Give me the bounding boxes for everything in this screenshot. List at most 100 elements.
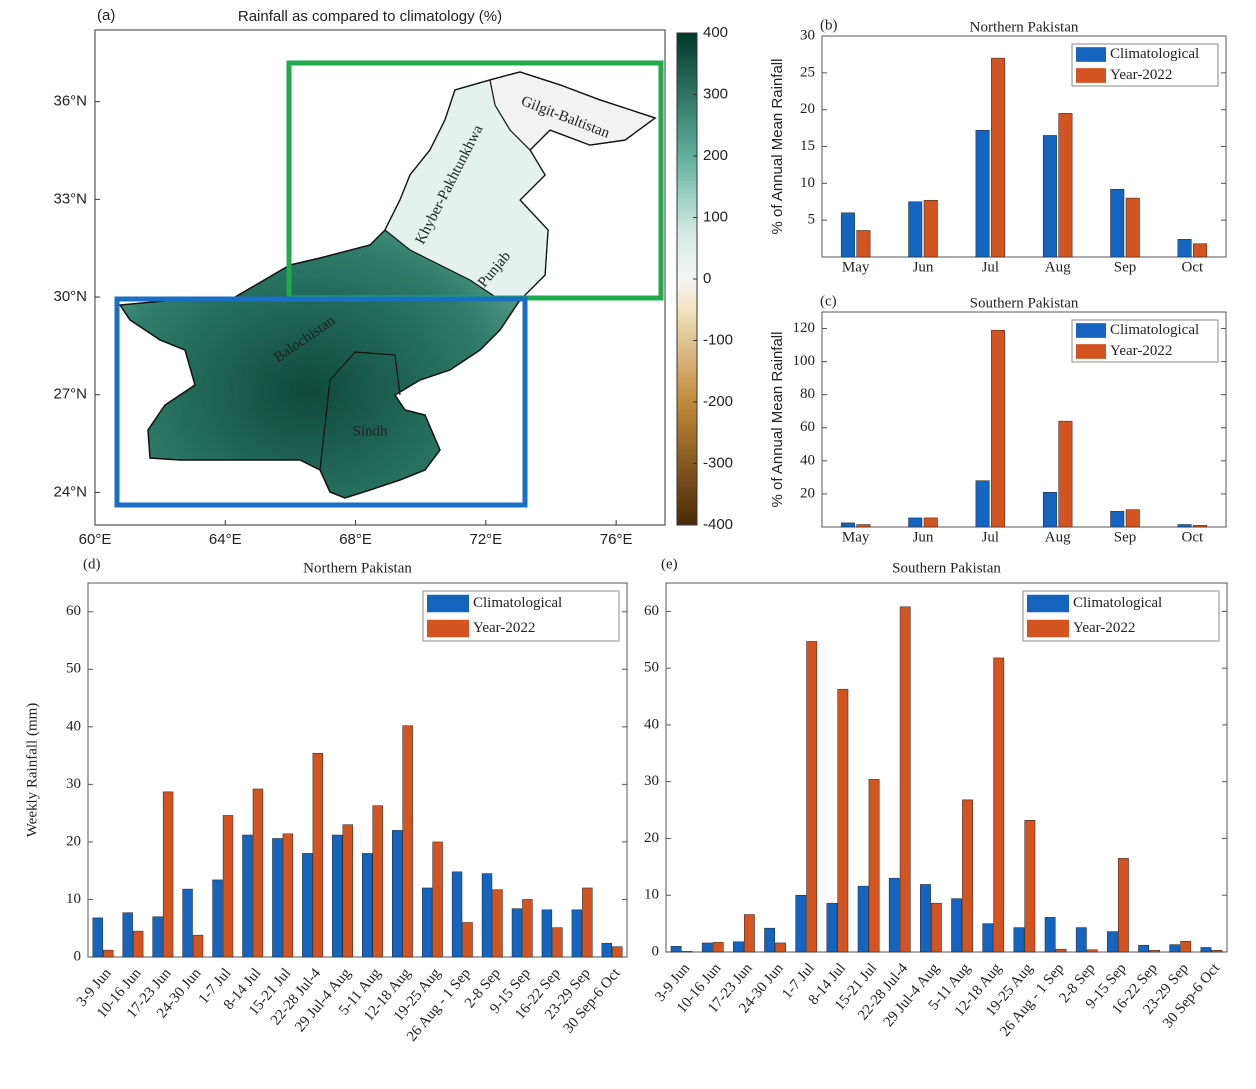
- bar: [132, 930, 144, 958]
- bar: [1200, 947, 1212, 953]
- legend-label: Year-2022: [1110, 343, 1172, 359]
- bar: [1117, 858, 1129, 953]
- bar: [182, 888, 193, 958]
- bar: [212, 879, 223, 958]
- bar: [1013, 927, 1025, 953]
- bar: [764, 927, 776, 953]
- bar: [840, 212, 855, 258]
- bar: [1177, 524, 1192, 528]
- bar: [975, 130, 990, 258]
- panel-label: (e): [661, 556, 678, 572]
- bar: [252, 788, 264, 958]
- bar: [162, 791, 174, 958]
- bar: [837, 688, 849, 953]
- axes-frame: [665, 582, 1228, 953]
- colorbar-tick-label: -100: [703, 331, 733, 348]
- y-tick-label: 30: [644, 773, 659, 789]
- bar: [1055, 948, 1067, 953]
- legend: Climatological Year-2022: [1071, 319, 1219, 363]
- legend: Climatological Year-2022: [422, 590, 620, 642]
- bar: [152, 916, 163, 958]
- y-tick-label: 30°N: [53, 288, 87, 305]
- y-tick-label: 40: [66, 718, 81, 734]
- bar: [888, 877, 900, 953]
- y-tick-label: 40: [800, 452, 815, 468]
- colorbar-tick-label: -400: [703, 516, 733, 533]
- bar: [282, 833, 294, 958]
- legend-label: Year-2022: [1110, 67, 1172, 83]
- x-tick-label: Jun: [913, 259, 934, 275]
- bar-panel: (b) Northern Pakistan % of Annual Mean Rai…: [769, 17, 1227, 275]
- bar: [1110, 188, 1125, 258]
- bar: [1211, 950, 1223, 953]
- colorbar-tick-label: 300: [703, 85, 728, 102]
- bar: [993, 657, 1005, 953]
- panel-label: (d): [83, 556, 101, 572]
- bar: [552, 927, 563, 958]
- bar: [1180, 940, 1192, 953]
- y-tick-label: 10: [644, 887, 659, 903]
- bar: [908, 201, 923, 258]
- axes-frame: [821, 311, 1227, 528]
- y-tick-label: 50: [66, 661, 81, 677]
- bar: [122, 912, 133, 958]
- colorbar-tick-label: 200: [703, 147, 728, 164]
- bar: [1058, 420, 1073, 528]
- bar: [1086, 949, 1098, 953]
- bar: [402, 725, 413, 958]
- x-tick-label: Jul: [982, 529, 1000, 545]
- legend-label: Climatological: [473, 595, 562, 611]
- x-tick-label: May: [842, 259, 870, 275]
- axes-frame: [94, 29, 666, 526]
- bar: [733, 941, 744, 953]
- bar: [991, 57, 1006, 258]
- bar: [242, 834, 253, 958]
- axes-frame: [87, 582, 628, 958]
- bar-panel: (c) Southern Pakistan % of Annual Mean Rai…: [769, 293, 1227, 545]
- map-title: Rainfall as compared to climatology (%): [238, 8, 502, 25]
- bar: [1044, 917, 1056, 953]
- bar: [975, 480, 990, 528]
- legend-swatch: [1076, 323, 1106, 338]
- legend-swatch: [427, 619, 469, 638]
- colorbar-tick-label: -300: [703, 454, 733, 471]
- chart-title: Southern Pakistan: [892, 560, 1001, 576]
- bar: [1169, 944, 1181, 953]
- bar: [302, 853, 313, 958]
- y-tick-label: 40: [644, 716, 659, 732]
- bar: [1058, 113, 1073, 258]
- legend-swatch: [427, 594, 469, 613]
- y-tick-label: 24°N: [53, 483, 87, 500]
- bar: [1042, 492, 1057, 528]
- bar: [1125, 197, 1140, 258]
- bar: [92, 917, 103, 958]
- x-tick-label: Aug: [1045, 259, 1071, 275]
- legend-label: Climatological: [1073, 595, 1162, 611]
- y-tick-label: 50: [644, 660, 659, 676]
- chart-title: Southern Pakistan: [970, 295, 1079, 311]
- bar: [481, 873, 493, 958]
- bar: [775, 942, 786, 953]
- panel-label: (a): [97, 7, 115, 24]
- bar: [1177, 239, 1192, 258]
- bar: [951, 898, 963, 953]
- x-tick-label: Aug: [1045, 529, 1071, 545]
- bar: [1125, 509, 1140, 528]
- bar: [681, 951, 693, 953]
- bar: [923, 200, 938, 258]
- bar: [511, 908, 523, 958]
- bar: [362, 853, 373, 958]
- bar: [582, 887, 593, 958]
- y-tick-label: 20: [644, 830, 659, 846]
- x-tick-label: Sep: [1114, 259, 1137, 275]
- legend: Climatological Year-2022: [1022, 590, 1220, 642]
- bar: [743, 914, 755, 953]
- bar: [1149, 950, 1160, 953]
- y-axis-label: % of Annual Mean Rainfall: [769, 59, 786, 235]
- bar: [432, 841, 443, 958]
- panel-label: (b): [820, 17, 838, 33]
- y-axis-label: Weekly Rainfall (mm): [24, 703, 40, 838]
- x-tick-label: Oct: [1181, 259, 1203, 275]
- legend-swatch: [1076, 47, 1106, 62]
